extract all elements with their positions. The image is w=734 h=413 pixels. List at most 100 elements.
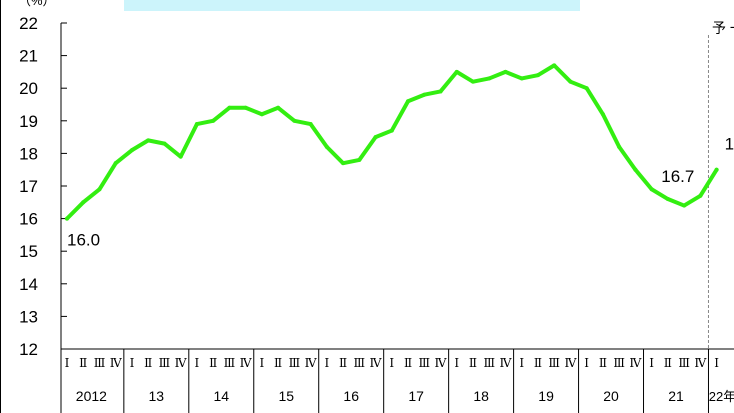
y-tick-label: 22 — [19, 14, 38, 33]
year-label: 18 — [473, 388, 489, 404]
quarter-label: Ⅰ — [130, 356, 135, 370]
data-point — [519, 76, 524, 81]
quarter-label: Ⅰ — [260, 356, 265, 370]
quarter-label: Ⅲ — [483, 356, 495, 370]
quarter-label: Ⅰ — [454, 356, 459, 370]
data-point — [308, 122, 313, 127]
quarter-label: Ⅰ — [519, 356, 524, 370]
data-point — [633, 167, 638, 172]
forecast-label: 予 一 — [712, 20, 734, 36]
quarter-label: Ⅱ — [404, 356, 412, 370]
year-label: 20 — [603, 388, 619, 404]
data-point — [243, 105, 248, 110]
quarter-label: Ⅱ — [144, 356, 152, 370]
year-label: 19 — [538, 388, 554, 404]
quarter-label: Ⅳ — [694, 356, 707, 370]
quarter-label: Ⅱ — [664, 356, 672, 370]
data-point — [292, 118, 297, 123]
data-label: 16.0 — [67, 231, 100, 250]
y-tick-label: 12 — [19, 340, 38, 359]
data-point — [552, 63, 557, 68]
data-point — [65, 216, 69, 221]
data-point — [373, 135, 378, 140]
data-point — [129, 148, 134, 153]
data-point — [682, 203, 687, 208]
data-label: 17 — [725, 135, 734, 154]
data-point — [568, 79, 573, 84]
data-point — [341, 161, 346, 166]
data-point — [113, 161, 118, 166]
quarter-label: Ⅱ — [209, 356, 217, 370]
data-point — [600, 112, 605, 117]
quarter-label: Ⅳ — [305, 356, 318, 370]
data-point — [276, 105, 281, 110]
quarter-label: Ⅲ — [94, 356, 106, 370]
quarter-label: Ⅲ — [418, 356, 430, 370]
year-label: 16 — [343, 388, 359, 404]
quarter-label: Ⅳ — [629, 356, 642, 370]
quarter-label: Ⅲ — [289, 356, 301, 370]
quarter-label: Ⅰ — [65, 356, 70, 370]
quarter-label: Ⅰ — [389, 356, 394, 370]
quarter-label: Ⅳ — [435, 356, 448, 370]
y-tick-label: 15 — [19, 242, 38, 261]
year-label: 2012 — [76, 388, 107, 404]
data-point — [422, 92, 427, 97]
data-point — [665, 197, 670, 202]
y-tick-label: 21 — [19, 47, 38, 66]
data-point — [406, 99, 411, 104]
quarter-label: Ⅰ — [649, 356, 654, 370]
data-point — [454, 69, 459, 74]
data-point — [389, 128, 394, 133]
quarter-label: Ⅱ — [79, 356, 87, 370]
year-label: 13 — [149, 388, 165, 404]
year-label: 14 — [213, 388, 229, 404]
data-point — [438, 89, 443, 94]
quarter-label: Ⅱ — [339, 356, 347, 370]
data-point — [698, 193, 703, 198]
year-label: 17 — [408, 388, 424, 404]
data-point — [97, 187, 102, 192]
data-point — [162, 141, 167, 146]
data-point — [487, 76, 492, 81]
quarter-label: Ⅱ — [274, 356, 282, 370]
y-tick-label: 19 — [19, 112, 38, 131]
quarter-label: Ⅲ — [548, 356, 560, 370]
title-banner — [124, 0, 580, 11]
data-labels: 16.0 16.7 17 — [67, 135, 734, 250]
quarter-label: Ⅲ — [678, 356, 690, 370]
data-point — [146, 138, 151, 143]
data-point — [535, 73, 540, 78]
y-tick-label: 16 — [19, 210, 38, 229]
data-point — [357, 157, 362, 162]
y-tick-label: 14 — [19, 275, 38, 294]
quarter-label: Ⅱ — [534, 356, 542, 370]
data-point — [584, 86, 589, 91]
data-label: 16.7 — [661, 167, 694, 186]
quarter-label: Ⅱ — [599, 356, 607, 370]
y-unit-label: （%） — [18, 0, 56, 8]
data-point — [617, 144, 622, 149]
data-point — [471, 79, 475, 84]
year-label: 15 — [278, 388, 294, 404]
quarter-label: Ⅳ — [564, 356, 577, 370]
quarter-label: Ⅳ — [110, 356, 123, 370]
axes-layer — [60, 22, 709, 350]
data-point — [714, 167, 719, 172]
quarter-label: Ⅰ — [714, 356, 719, 370]
quarter-label: Ⅲ — [159, 356, 171, 370]
year-label: 21 — [668, 388, 684, 404]
data-point — [211, 118, 216, 123]
quarter-label: Ⅰ — [584, 356, 589, 370]
quarter-label: Ⅳ — [240, 356, 253, 370]
y-tick-label: 17 — [19, 177, 38, 196]
quarter-label: Ⅰ — [324, 356, 329, 370]
y-tick-labels: 12 13 14 15 16 17 18 19 20 21 22 — [19, 14, 38, 359]
quarter-label: Ⅳ — [175, 356, 188, 370]
y-tick-label: 18 — [19, 144, 38, 163]
data-point — [503, 69, 508, 74]
series-layer — [65, 63, 719, 221]
